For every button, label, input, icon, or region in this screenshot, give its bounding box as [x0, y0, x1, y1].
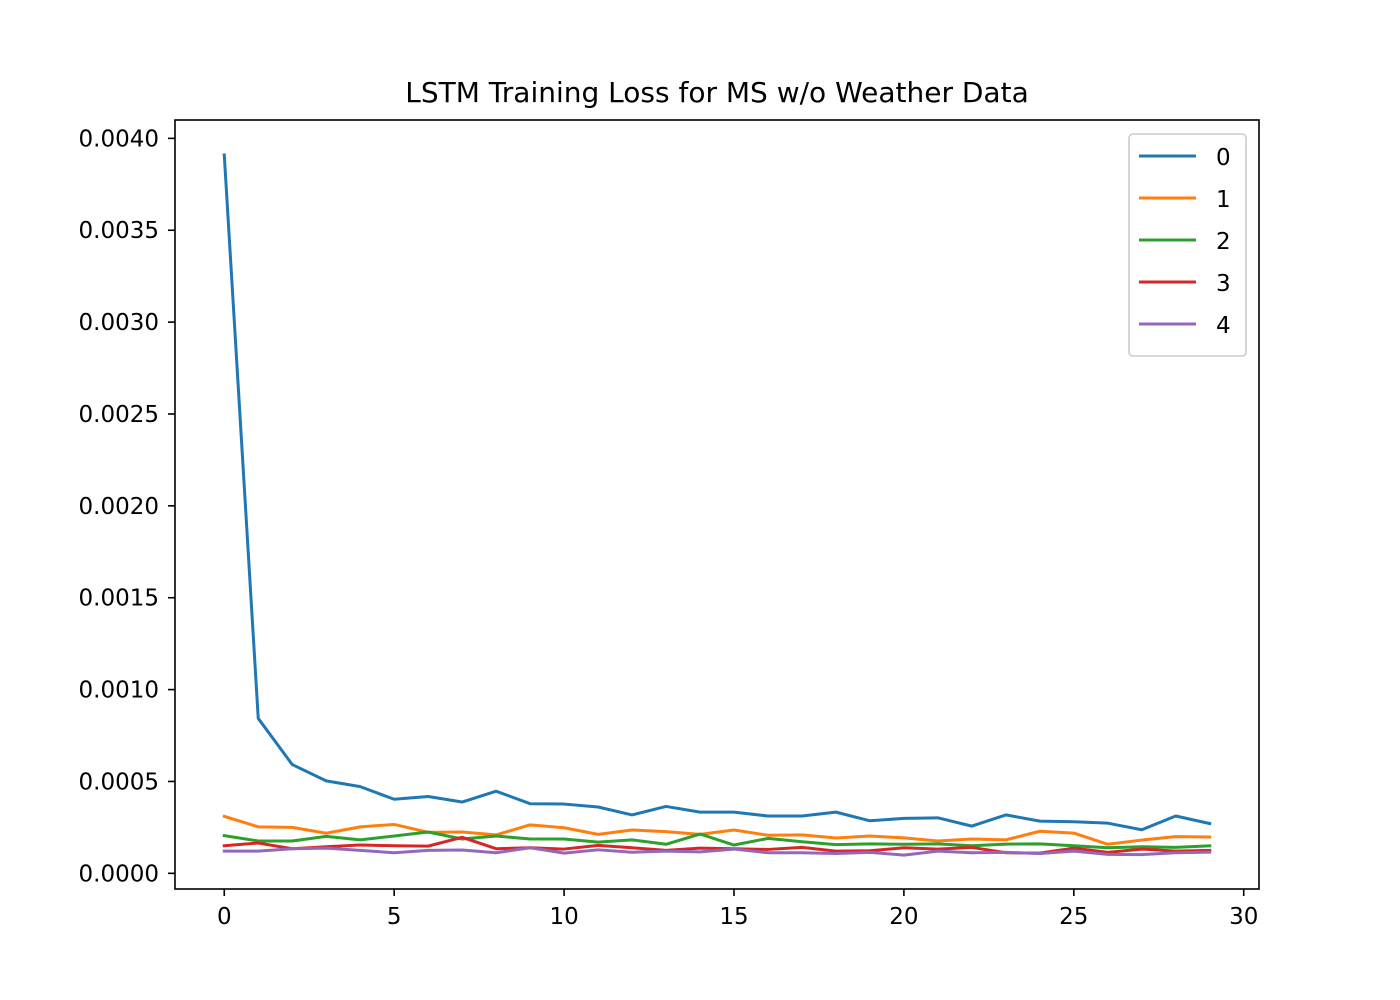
series-line-1	[222, 814, 1212, 846]
legend-label-1: 1	[1216, 187, 1231, 213]
legend-label-3: 3	[1216, 271, 1231, 297]
legend-label-2: 2	[1216, 229, 1231, 255]
legend-box	[1128, 133, 1247, 357]
axes: 0 5 10 15 20 25 300.00000.00050.00100.00150.00…	[79, 119, 1260, 930]
x-tick-label: 15	[719, 904, 748, 930]
series-line-4	[222, 846, 1212, 857]
y-tick-label: 0.0020	[79, 494, 159, 520]
y-tick-label: 0.0025	[79, 402, 159, 428]
y-tick-label: 0.0000	[79, 861, 159, 887]
y-tick-label: 0.0010	[79, 678, 159, 704]
x-tick-label: 30	[1229, 904, 1258, 930]
legend-label-4: 4	[1216, 313, 1231, 339]
y-tick-label: 0.0040	[79, 126, 159, 152]
plot-area	[222, 153, 1212, 857]
x-tick-label: 5	[387, 904, 402, 930]
series-line-2	[222, 830, 1212, 850]
chart-title: LSTM Training Loss for MS w/o Weather Da…	[405, 76, 1028, 109]
x-tick-label: 10	[549, 904, 578, 930]
y-tick-label: 0.0030	[79, 310, 159, 336]
legend-label-0: 0	[1216, 145, 1231, 171]
x-tick-label: 0	[217, 904, 232, 930]
y-tick-label: 0.0035	[79, 218, 159, 244]
plot-frame	[174, 119, 1260, 890]
y-tick-label: 0.0005	[79, 769, 159, 795]
series-line-0	[222, 153, 1212, 832]
x-tick-label: 25	[1059, 904, 1088, 930]
x-tick-label: 20	[889, 904, 918, 930]
legend: 0 1 2 3 4	[1128, 133, 1247, 357]
y-tick-label: 0.0015	[79, 586, 159, 612]
